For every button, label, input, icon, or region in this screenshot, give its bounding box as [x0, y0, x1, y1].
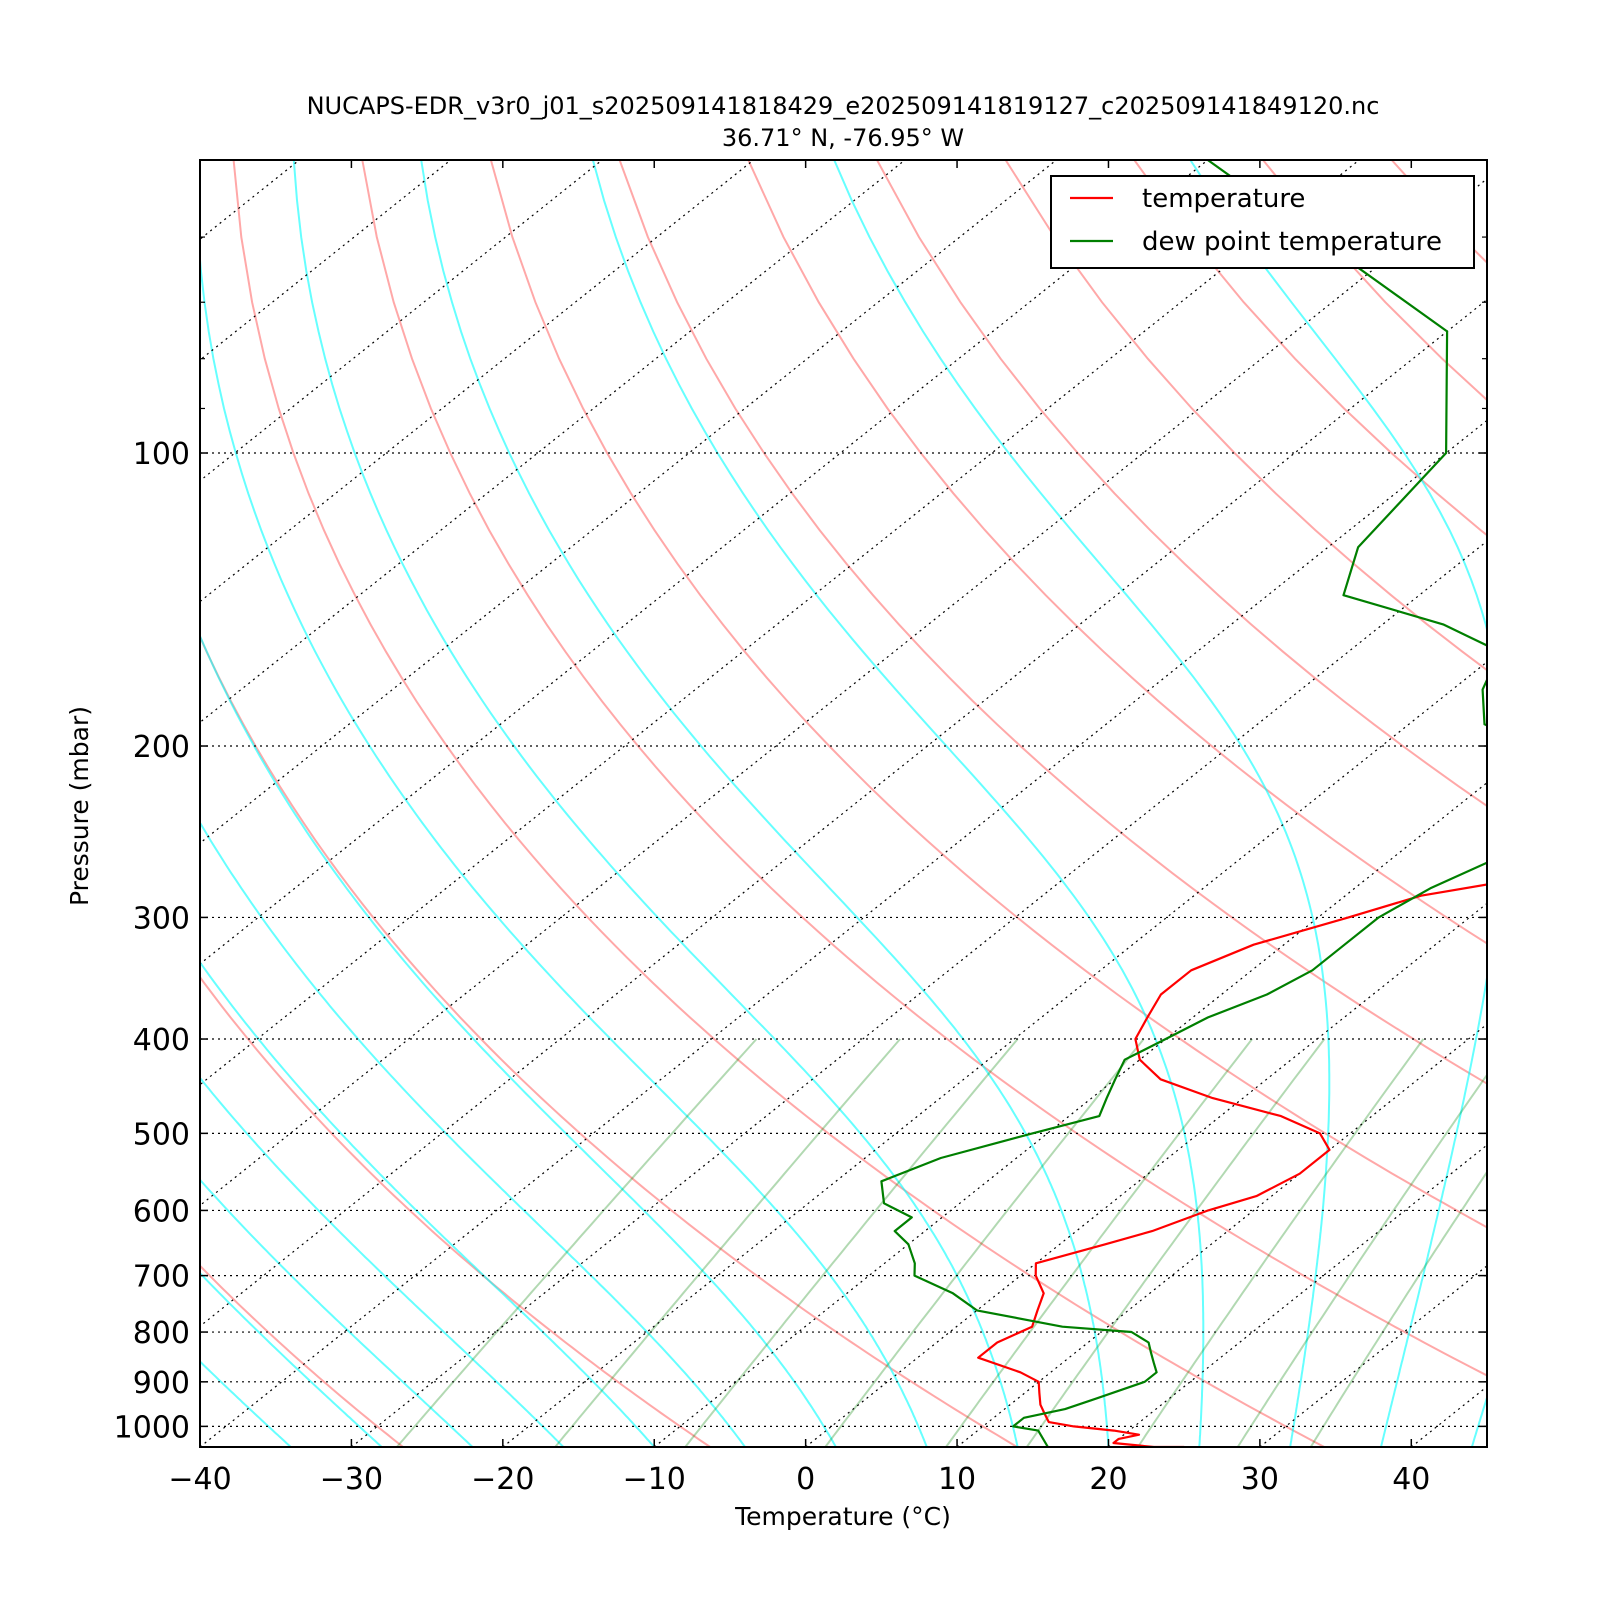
mixing-ratio-line: [396, 1038, 758, 1447]
isotherm: [1563, 160, 1600, 1447]
mixing-ratio-line: [554, 1038, 901, 1447]
x-axis-label: Temperature (°C): [734, 1502, 951, 1531]
x-tick-label: 10: [938, 1462, 976, 1497]
y-tick-label: 600: [133, 1194, 190, 1229]
y-tick-label: 100: [133, 437, 190, 472]
x-tick-label: 40: [1392, 1462, 1430, 1497]
chart-subtitle: 36.71° N, -76.95° W: [722, 124, 964, 152]
moist-adiabat: [591, 160, 1205, 1447]
x-tick-label: −10: [623, 1462, 686, 1497]
moist-adiabat: [200, 1178, 474, 1447]
x-tick-label: −40: [168, 1462, 231, 1497]
plot-area: [200, 160, 1600, 1447]
dry-adiabat: [232, 160, 1325, 1447]
moist-adiabat: [833, 160, 1331, 1447]
y-tick-label: 200: [133, 730, 190, 765]
data-series: [880, 160, 1487, 1447]
isotherm: [805, 902, 1487, 1447]
isotherm: [1108, 1144, 1487, 1447]
dry-adiabat: [361, 160, 1487, 1377]
legend-label-temperature: temperature: [1142, 184, 1305, 214]
moist-adiabat: [200, 1445, 201, 1447]
moist-adiabat: [292, 160, 1019, 1447]
dry-adiabat: [200, 975, 711, 1447]
y-tick-label: 1000: [114, 1410, 190, 1445]
series-temperature-line: [977, 883, 1487, 1447]
isotherm: [200, 298, 1487, 1327]
moist-adiabat: [200, 1271, 383, 1447]
x-tick-label: 30: [1241, 1462, 1279, 1497]
mixing-ratio-line: [1025, 1038, 1326, 1447]
mixing-ratio-line: [1137, 1038, 1425, 1447]
y-tick-label: 300: [133, 901, 190, 936]
mixing-ratio-line: [945, 1038, 1253, 1447]
moist-adiabat: [1563, 160, 1600, 1447]
moist-adiabats: [200, 160, 1600, 1447]
y-tick-label: 800: [133, 1316, 190, 1351]
legend-box: [1050, 175, 1475, 269]
isotherm: [653, 781, 1487, 1447]
legend-label-dewpoint: dew point temperature: [1142, 227, 1442, 257]
moist-adiabat: [200, 960, 655, 1447]
x-tick-label: 20: [1089, 1462, 1127, 1497]
plot-frame: [199, 159, 1488, 1448]
moist-adiabat: [1470, 1394, 1487, 1447]
x-axis-ticks: −40 −30 −20 −10 0 10 20 30 40: [168, 160, 1430, 1497]
legend: temperature dew point temperature: [1050, 175, 1475, 269]
isotherm: [351, 540, 1487, 1447]
mixing-ratio-line: [1309, 1170, 1487, 1447]
dry-adiabat: [876, 160, 1487, 808]
dry-adiabat: [747, 160, 1487, 945]
isotherm: [502, 661, 1487, 1447]
moist-adiabat: [420, 160, 1110, 1447]
isobars: [200, 452, 1487, 1427]
y-tick-label: 400: [133, 1023, 190, 1058]
moist-adiabat: [1189, 160, 1487, 1447]
x-tick-label: 0: [796, 1462, 815, 1497]
dry-adiabat: [200, 634, 1018, 1447]
y-axis-label: Pressure (mbar): [65, 706, 94, 906]
moist-adiabat: [200, 820, 746, 1447]
dry-adiabat: [618, 160, 1487, 1085]
series-dewpoint-line: [880, 160, 1487, 1447]
y-tick-label: 900: [133, 1366, 190, 1401]
y-axis-ticks: 100 200 300 400 500 600 700 800 900 1000: [114, 159, 1487, 1445]
moist-adiabat: [200, 1076, 565, 1447]
moist-adiabat: [200, 247, 928, 1447]
y-tick-label: 500: [133, 1117, 190, 1152]
isotherms: [200, 160, 1600, 1447]
y-tick-label: 700: [133, 1260, 190, 1295]
mixing-ratio-lines: [396, 1038, 1487, 1447]
x-tick-label: −30: [320, 1462, 383, 1497]
x-tick-label: −20: [471, 1462, 534, 1497]
isotherm: [200, 419, 1487, 1447]
isotherm: [956, 1023, 1487, 1447]
moist-adiabat: [200, 1360, 292, 1447]
dry-adiabat: [489, 160, 1487, 1229]
plot-background: [200, 160, 1487, 1447]
moist-adiabat: [200, 633, 837, 1447]
dry-adiabats: [200, 160, 1487, 1447]
mixing-ratio-line: [684, 1038, 1019, 1447]
dry-adiabat: [200, 1264, 404, 1447]
mixing-ratio-line: [1236, 1073, 1487, 1447]
chart-title: NUCAPS-EDR_v3r0_j01_s202509141818429_e20…: [307, 92, 1380, 120]
